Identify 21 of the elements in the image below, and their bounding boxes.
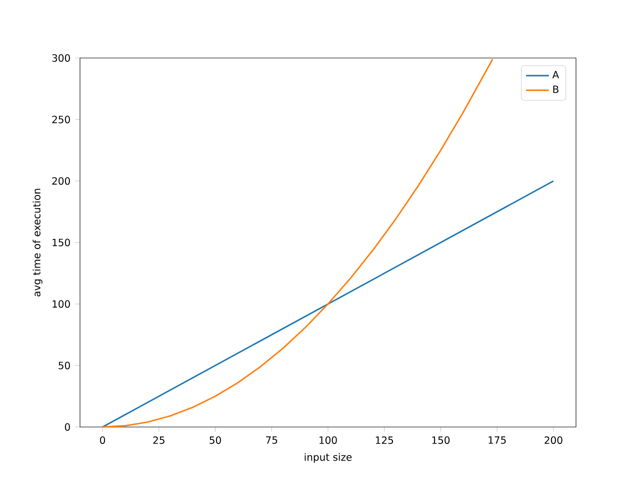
y-tick-label: 250 <box>52 116 70 124</box>
y-tick-label: 150 <box>52 238 70 246</box>
y-tick-label: 50 <box>58 362 70 370</box>
y-axis-title: avg time of execution <box>32 188 42 296</box>
x-tick-label: 125 <box>376 436 394 444</box>
y-tick-label: 300 <box>52 54 70 62</box>
x-tick-label: 0 <box>100 436 106 444</box>
legend-label: A <box>552 71 560 78</box>
x-tick-label: 150 <box>432 436 450 444</box>
x-tick-label: 100 <box>320 436 337 444</box>
x-tick-label: 200 <box>544 436 562 444</box>
x-tick-label: 50 <box>210 436 221 444</box>
y-tick-label: 0 <box>64 423 70 431</box>
y-tick-label: 100 <box>52 300 70 308</box>
x-tick-label: 25 <box>153 436 164 444</box>
line-series <box>102 58 494 427</box>
x-tick-label: 75 <box>266 436 278 444</box>
y-tick-label: 200 <box>52 177 70 185</box>
x-axis-title: input size <box>304 453 352 463</box>
legend-label: B <box>553 86 558 93</box>
x-tick-label: 175 <box>488 436 506 444</box>
